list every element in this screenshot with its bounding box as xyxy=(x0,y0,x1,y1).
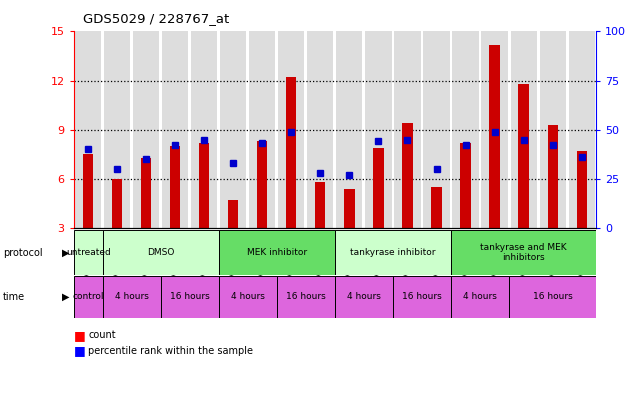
Bar xyxy=(162,31,188,228)
Text: tankyrase and MEK
inhibitors: tankyrase and MEK inhibitors xyxy=(480,243,567,262)
Bar xyxy=(278,31,304,228)
Bar xyxy=(257,141,267,228)
Bar xyxy=(424,31,449,228)
Text: 4 hours: 4 hours xyxy=(347,292,381,301)
Bar xyxy=(83,154,94,228)
Bar xyxy=(74,276,103,318)
Bar xyxy=(509,276,596,318)
Bar xyxy=(315,182,326,228)
Bar xyxy=(490,44,499,228)
Bar xyxy=(287,77,297,228)
Bar xyxy=(365,31,392,228)
Bar xyxy=(228,200,238,228)
Text: protocol: protocol xyxy=(3,248,43,257)
Text: 16 hours: 16 hours xyxy=(533,292,572,301)
Bar xyxy=(249,31,276,228)
Bar xyxy=(75,31,101,228)
Text: time: time xyxy=(3,292,26,302)
Bar xyxy=(510,31,537,228)
Bar xyxy=(547,125,558,228)
Text: ▶: ▶ xyxy=(62,248,69,257)
Text: tankyrase inhibitor: tankyrase inhibitor xyxy=(350,248,436,257)
Bar xyxy=(112,179,122,228)
Text: 16 hours: 16 hours xyxy=(402,292,442,301)
Bar xyxy=(453,31,479,228)
Bar xyxy=(104,31,130,228)
Text: ■: ■ xyxy=(74,344,85,358)
Bar xyxy=(307,31,333,228)
Bar xyxy=(219,230,335,275)
Bar xyxy=(335,276,393,318)
Bar xyxy=(576,151,587,228)
Bar xyxy=(481,31,508,228)
Bar xyxy=(451,230,596,275)
Bar xyxy=(569,31,595,228)
Bar xyxy=(199,143,210,228)
Bar xyxy=(337,31,363,228)
Bar xyxy=(221,31,246,228)
Bar xyxy=(335,230,451,275)
Bar xyxy=(191,31,217,228)
Text: GDS5029 / 228767_at: GDS5029 / 228767_at xyxy=(83,12,229,25)
Bar xyxy=(519,84,529,228)
Bar xyxy=(394,31,420,228)
Bar xyxy=(403,123,413,228)
Text: ■: ■ xyxy=(74,329,85,342)
Bar xyxy=(373,148,383,228)
Text: count: count xyxy=(88,330,116,340)
Text: 4 hours: 4 hours xyxy=(231,292,265,301)
Text: 16 hours: 16 hours xyxy=(170,292,210,301)
Bar xyxy=(219,276,277,318)
Bar xyxy=(393,276,451,318)
Bar xyxy=(460,143,470,228)
Text: 16 hours: 16 hours xyxy=(286,292,326,301)
Bar xyxy=(277,276,335,318)
Bar xyxy=(171,146,180,228)
Bar xyxy=(103,276,161,318)
Text: percentile rank within the sample: percentile rank within the sample xyxy=(88,346,253,356)
Bar xyxy=(431,187,442,228)
Text: DMSO: DMSO xyxy=(147,248,174,257)
Text: untreated: untreated xyxy=(66,248,111,257)
Bar xyxy=(103,230,219,275)
Bar xyxy=(141,158,151,228)
Bar xyxy=(451,276,509,318)
Bar xyxy=(133,31,160,228)
Bar xyxy=(344,189,354,228)
Text: 4 hours: 4 hours xyxy=(115,292,149,301)
Bar xyxy=(540,31,565,228)
Bar xyxy=(74,230,103,275)
Bar xyxy=(161,276,219,318)
Text: 4 hours: 4 hours xyxy=(463,292,497,301)
Text: MEK inhibitor: MEK inhibitor xyxy=(247,248,307,257)
Text: control: control xyxy=(72,292,104,301)
Text: ▶: ▶ xyxy=(62,292,69,302)
